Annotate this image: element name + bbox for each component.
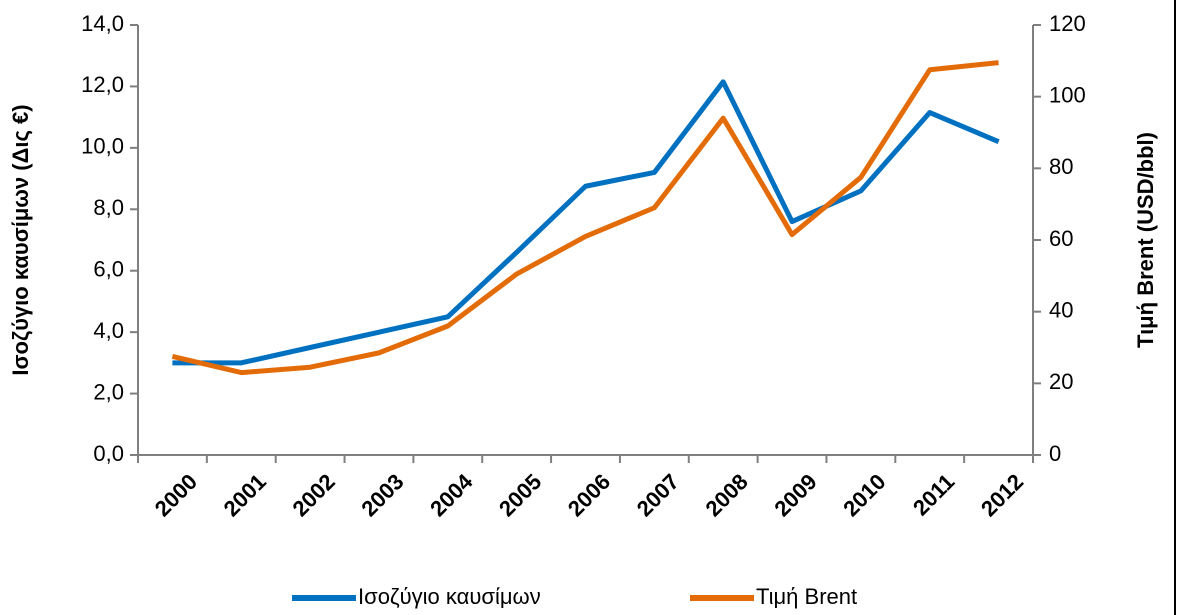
series-line <box>171 60 999 376</box>
y2-tick-label: 120 <box>1049 11 1086 36</box>
x-tick-label: 2000 <box>150 469 202 521</box>
y2-tick-label: 80 <box>1049 154 1073 179</box>
y2-tick-label: 20 <box>1049 369 1073 394</box>
series-line <box>172 79 1000 366</box>
y2-tick-label: 40 <box>1049 297 1073 322</box>
y-tick-label: 14,0 <box>81 11 124 36</box>
x-tick-label: 2007 <box>632 469 684 521</box>
y2-axis-title: Τιμή Brent (USD/bbl) <box>1133 132 1158 348</box>
y-tick-label: 4,0 <box>93 318 124 343</box>
x-tick-label: 2012 <box>976 469 1028 521</box>
x-tick-label: 2001 <box>219 469 271 521</box>
y-tick-label: 10,0 <box>81 134 124 159</box>
y-axis-title: Ισοζύγιο καυσίμων (Δις €) <box>8 104 33 375</box>
x-tick-label: 2006 <box>563 469 615 521</box>
x-tick-label: 2008 <box>701 469 753 521</box>
legend-label: Ισοζύγιο καυσίμων <box>358 584 541 609</box>
x-tick-label: 2010 <box>838 469 890 521</box>
y-tick-label: 2,0 <box>93 379 124 404</box>
x-tick-label: 2011 <box>908 469 959 520</box>
y2-tick-label: 0 <box>1049 441 1061 466</box>
x-tick-label: 2004 <box>425 468 478 521</box>
x-tick-label: 2009 <box>769 469 821 521</box>
y-tick-label: 0,0 <box>93 441 124 466</box>
x-tick-label: 2005 <box>494 469 546 521</box>
y-tick-label: 12,0 <box>81 72 124 97</box>
y2-tick-label: 100 <box>1049 82 1086 107</box>
x-tick-label: 2002 <box>287 469 339 521</box>
y-tick-label: 8,0 <box>93 195 124 220</box>
y2-tick-label: 60 <box>1049 226 1073 251</box>
x-tick-label: 2003 <box>356 469 408 521</box>
y-tick-label: 6,0 <box>93 257 124 282</box>
legend-label: Τιμή Brent <box>756 584 857 609</box>
